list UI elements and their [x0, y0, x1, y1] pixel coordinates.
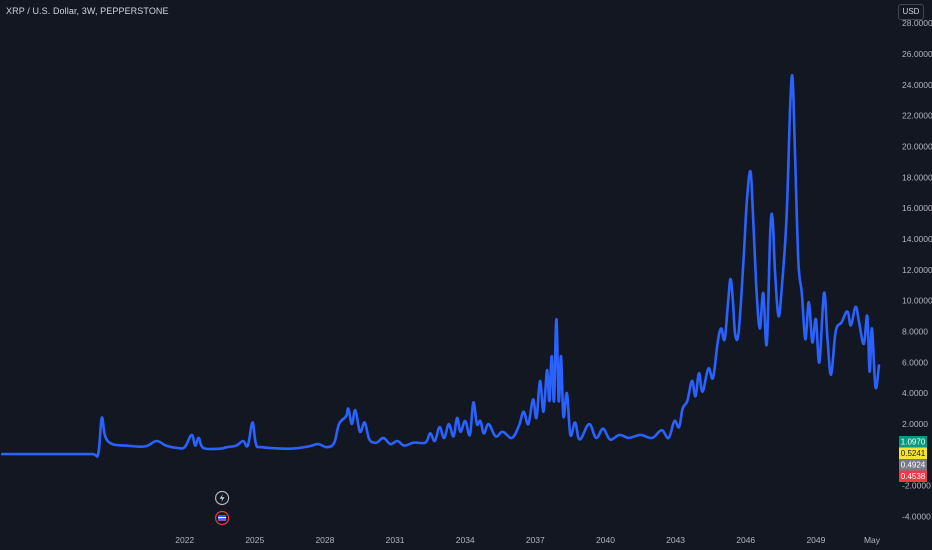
price-tag-bg	[899, 470, 927, 482]
x-tick-label: 2040	[596, 535, 615, 545]
plot-area[interactable]	[0, 74, 881, 458]
flag-stripe	[218, 517, 227, 519]
series-line-0	[0, 74, 881, 458]
x-tick-label: 2034	[456, 535, 475, 545]
price-axis[interactable]: 28.0000 26.0000 24.0000 22.0000 20.0000 18.00…	[902, 18, 932, 521]
x-tick-label: May	[864, 535, 881, 545]
chart-title: XRP / U.S. Dollar, 3W, PEPPERSTONE	[6, 6, 169, 16]
x-tick-label: 2031	[386, 535, 405, 545]
y-tick-label: 18.0000	[902, 172, 932, 182]
price-tag-label: 1.0970	[901, 438, 926, 447]
y-tick-label: 22.0000	[902, 111, 932, 121]
event-markers[interactable]	[214, 490, 230, 526]
time-axis[interactable]: 2022 2025 2028 2031 2034 2037 2040 2043 2046 2049…	[175, 535, 881, 545]
y-tick-label: 10.0000	[902, 296, 932, 306]
price-tag-label: 0.5241	[901, 449, 926, 458]
y-tick-label: 26.0000	[902, 49, 932, 59]
lightning-icon[interactable]	[214, 490, 230, 506]
price-tag-bg	[899, 447, 927, 459]
x-tick-label: 2043	[666, 535, 685, 545]
y-tick-label: 24.0000	[902, 80, 932, 90]
y-tick-label: -2.0000	[902, 481, 931, 491]
y-tick-label: 16.0000	[902, 203, 932, 213]
y-tick-label: 12.0000	[902, 265, 932, 275]
currency-selector[interactable]: USD	[898, 4, 924, 20]
y-tick-label: 4.0000	[902, 388, 928, 398]
x-tick-label: 2025	[245, 535, 264, 545]
y-tick-label: 2.0000	[902, 419, 928, 429]
y-tick-label: 28.0000	[902, 18, 932, 28]
us-flag-icon[interactable]	[214, 510, 230, 526]
lightning-glyph	[219, 494, 225, 502]
y-tick-label: -4.0000	[902, 512, 931, 522]
price-tag-label: 0.4924	[901, 461, 926, 470]
price-tag-label: 0.4538	[901, 472, 926, 481]
x-tick-label: 2046	[736, 535, 755, 545]
x-tick-label: 2028	[315, 535, 334, 545]
x-tick-label: 2049	[806, 535, 825, 545]
x-tick-label: 2037	[526, 535, 545, 545]
y-tick-label: 8.0000	[902, 327, 928, 337]
x-tick-label: 2022	[175, 535, 194, 545]
price-tag-bg	[899, 459, 927, 471]
price-tag-bg	[899, 436, 927, 448]
y-tick-label: 14.0000	[902, 234, 932, 244]
price-tags: 1.0970 0.5241 0.4924 0.4538	[899, 436, 927, 482]
y-tick-label: 20.0000	[902, 142, 932, 152]
y-tick-label: 6.0000	[902, 357, 928, 367]
flag-stripe	[218, 519, 227, 521]
